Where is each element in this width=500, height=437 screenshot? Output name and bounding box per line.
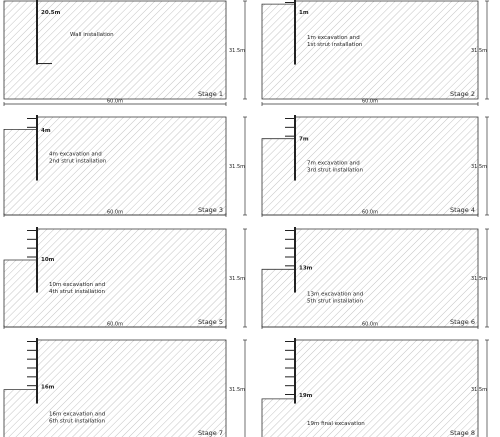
width-dimension-label: 60.0m	[107, 322, 123, 328]
height-dimension-label: 31.5m	[471, 164, 487, 170]
stage-description: 13m excavation and	[307, 291, 363, 297]
height-dimension-label: 31.5m	[229, 276, 245, 282]
stage-description: 10m excavation and	[49, 282, 105, 288]
stage-label: Stage 7	[198, 429, 223, 437]
stage-label: Stage 5	[198, 318, 223, 326]
stage-label: Stage 3	[198, 206, 223, 214]
stage-description: 4m excavation and	[49, 151, 102, 157]
stage-description-line2: 6th strut installation	[49, 419, 105, 425]
width-dimension-label: 60.0m	[362, 99, 378, 105]
stage-description: 16m excavation and	[49, 412, 105, 418]
depth-label: 7m	[299, 137, 309, 143]
stage-description: Wall installation	[70, 32, 114, 38]
soil-body	[3, 0, 227, 100]
height-dimension-label: 31.5m	[229, 48, 245, 54]
stage-description-line2: 5th strut installation	[307, 298, 363, 304]
height-dimension-label: 31.5m	[471, 276, 487, 282]
stage-description: 19m final excavation	[307, 421, 365, 427]
depth-label: 4m	[41, 128, 51, 134]
width-dimension-label: 60.0m	[107, 99, 123, 105]
width-dimension-label: 60.0m	[107, 210, 123, 216]
stage-description-line2: 4th strut installation	[49, 289, 105, 295]
width-dimension-label: 60.0m	[362, 322, 378, 328]
depth-label: 10m	[41, 257, 55, 263]
height-dimension-label: 31.5m	[229, 387, 245, 393]
stage-description-line2: 3rd strut installation	[307, 168, 363, 174]
depth-label: 1m	[299, 10, 309, 16]
depth-label: 19m	[299, 393, 313, 399]
width-dimension-label: 60.0m	[362, 210, 378, 216]
height-dimension-label: 31.5m	[471, 48, 487, 54]
stage-description: 1m excavation and	[307, 35, 360, 41]
stage-label: Stage 1	[198, 90, 223, 98]
stage-label: Stage 2	[450, 90, 475, 98]
depth-label: 20.5m	[41, 10, 61, 16]
stage-label: Stage 4	[450, 206, 475, 214]
stage-panel: 19m 19m final excavation Stage 8 31.5m	[261, 338, 489, 437]
stage-label: Stage 6	[450, 318, 475, 326]
height-dimension-label: 31.5m	[229, 164, 245, 170]
depth-label: 13m	[299, 265, 313, 271]
stage-description: 7m excavation and	[307, 161, 360, 167]
depth-label: 16m	[41, 385, 55, 391]
stage-description-line2: 1st strut installation	[307, 42, 363, 48]
stage-label: Stage 8	[450, 429, 475, 437]
stage-description-line2: 2nd strut installation	[49, 158, 107, 164]
height-dimension-label: 31.5m	[471, 387, 487, 393]
stage-panel: 20.5m Wall installation Stage 1 31.5m 60.0m	[3, 0, 247, 106]
